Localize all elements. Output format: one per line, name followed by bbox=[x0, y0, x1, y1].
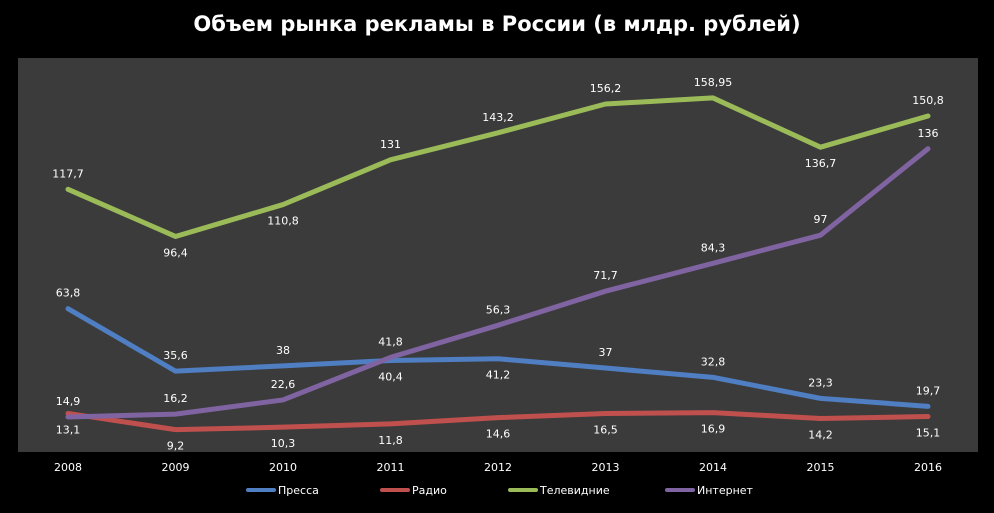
series-3-data-label: 84,3 bbox=[701, 241, 726, 254]
series-3-data-label: 97 bbox=[814, 213, 828, 226]
series-1-data-label: 16,9 bbox=[701, 423, 726, 436]
series-2-data-label: 136,7 bbox=[805, 157, 837, 170]
series-3-data-label: 22,6 bbox=[271, 378, 296, 391]
x-tick-label: 2014 bbox=[699, 461, 727, 474]
x-tick-label: 2009 bbox=[162, 461, 190, 474]
chart-title: Объем рынка рекламы в России (в млдр. ру… bbox=[193, 12, 801, 36]
series-2-data-label: 158,95 bbox=[694, 76, 733, 89]
series-3-data-label: 16,2 bbox=[163, 392, 188, 405]
series-1-data-label: 9,2 bbox=[167, 440, 185, 453]
series-0-data-label: 35,6 bbox=[163, 349, 188, 362]
series-2-data-label: 143,2 bbox=[482, 111, 514, 124]
legend-label-3: Интернет bbox=[697, 484, 754, 497]
series-3-data-label: 41,8 bbox=[378, 335, 403, 348]
series-3-data-label: 136 bbox=[918, 127, 939, 140]
legend-label-1: Радио bbox=[412, 484, 447, 497]
legend-label-2: Телевидние bbox=[539, 484, 610, 497]
series-1-data-label: 14,2 bbox=[808, 429, 833, 442]
series-3-data-label: 71,7 bbox=[593, 269, 618, 282]
series-0-data-label: 23,3 bbox=[808, 376, 833, 389]
plot-area bbox=[18, 58, 978, 452]
series-3-data-label: 56,3 bbox=[486, 303, 511, 316]
x-axis-ticks: 2008 2009 2010 2011 2012 2013 2014 2015 2016 bbox=[54, 461, 942, 474]
series-0-line bbox=[65, 306, 931, 409]
legend-label-0: Пресса bbox=[278, 484, 319, 497]
series-0-data-label: 40,4 bbox=[378, 371, 403, 384]
series-1-data-label: 10,3 bbox=[271, 437, 296, 450]
series-0-data-label: 32,8 bbox=[701, 355, 726, 368]
x-tick-label: 2012 bbox=[484, 461, 512, 474]
x-tick-label: 2016 bbox=[914, 461, 942, 474]
series-2-data-label: 131 bbox=[380, 138, 401, 151]
series-0-data-label: 37 bbox=[599, 346, 613, 359]
legend: Пресса Радио Телевидние Интернет bbox=[246, 484, 754, 497]
series-2-data-label: 150,8 bbox=[912, 94, 944, 107]
x-tick-label: 2011 bbox=[377, 461, 405, 474]
series-1-data-label: 14,6 bbox=[486, 428, 511, 441]
series-2-data-label: 117,7 bbox=[52, 167, 84, 180]
series-1-data-label: 11,8 bbox=[378, 434, 403, 447]
series-3-line bbox=[65, 146, 931, 420]
x-tick-label: 2010 bbox=[269, 461, 297, 474]
series-0-data-label: 41,2 bbox=[486, 369, 511, 382]
series-0-data-label: 19,7 bbox=[916, 384, 941, 397]
series-1-data-label: 15,1 bbox=[916, 427, 941, 440]
series-1-data-label: 13,1 bbox=[56, 423, 81, 436]
series-2-data-label: 156,2 bbox=[590, 82, 622, 95]
series-0-data-label: 38 bbox=[276, 344, 290, 357]
series-lines bbox=[65, 95, 931, 433]
series-2-data-label: 110,8 bbox=[267, 215, 299, 228]
series-1-line bbox=[65, 410, 931, 433]
series-2-line bbox=[65, 95, 931, 239]
data-labels: 63,8 35,6 38 40,4 41,2 37 32,8 23,3 19,7 13,1 9,2 1… bbox=[52, 76, 944, 453]
series-2-data-label: 96,4 bbox=[163, 246, 188, 259]
series-1-data-label: 16,5 bbox=[593, 423, 618, 436]
x-tick-label: 2008 bbox=[54, 461, 82, 474]
x-tick-label: 2013 bbox=[592, 461, 620, 474]
series-3-data-label: 14,9 bbox=[56, 395, 81, 408]
series-0-data-label: 63,8 bbox=[56, 287, 81, 300]
x-tick-label: 2015 bbox=[807, 461, 835, 474]
